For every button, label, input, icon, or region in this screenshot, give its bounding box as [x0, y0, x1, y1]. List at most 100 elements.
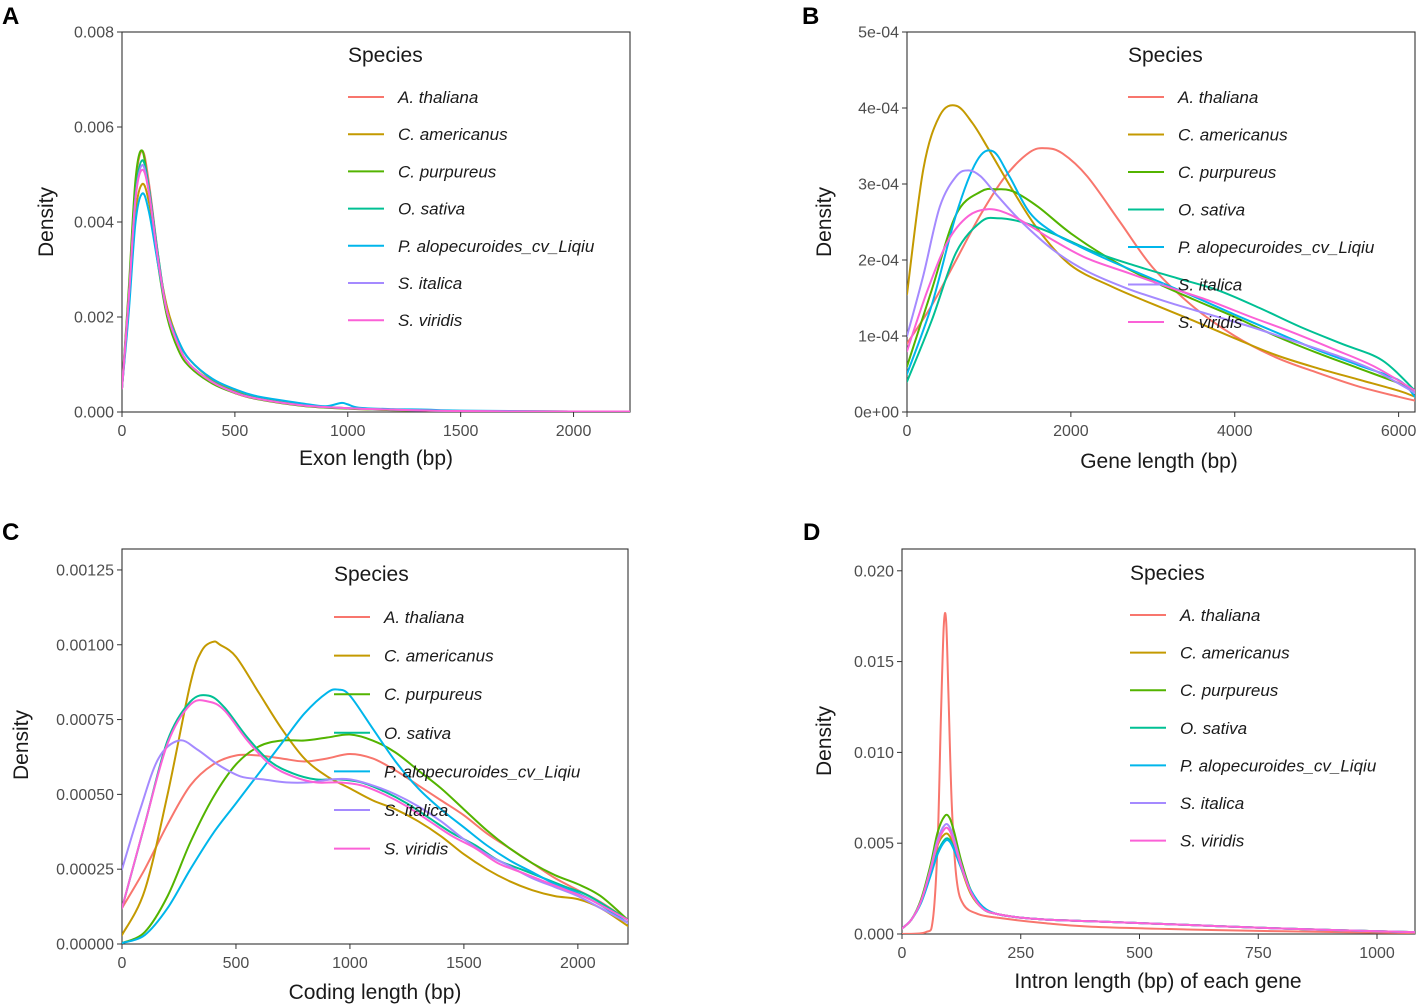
density-curve-s-viridis — [122, 699, 628, 922]
density-curve-s-viridis — [907, 208, 1415, 392]
y-tick-label: 0.006 — [74, 120, 114, 137]
legend-label-c-americanus: C. americanus — [1180, 644, 1290, 663]
legend-label-o-sativa: O. sativa — [1180, 719, 1247, 738]
y-axis-label-d: Density — [813, 705, 836, 776]
plot-b: 0e+00 1e-04 2e-04 3e-04 4e-04 5e-04 0 2000 4000 6… — [854, 25, 1416, 441]
x-tick-label: 1500 — [446, 955, 482, 972]
panel-letter-b: B — [802, 3, 819, 30]
density-curve-c-purpureus — [122, 733, 628, 944]
y-tick-label: 2e-04 — [858, 253, 899, 270]
legend-label-s-viridis: S. viridis — [1180, 832, 1245, 851]
legend-label-o-sativa: O. sativa — [398, 200, 465, 219]
y-tick-label: 1e-04 — [858, 329, 899, 346]
panel-d: D Density Intron length (bp) of each gen… — [803, 519, 1416, 993]
y-tick-label: 0.020 — [854, 563, 894, 580]
plot-a: 0.000 0.002 0.004 0.006 0.008 0 500 1000 1500 200… — [74, 25, 631, 440]
density-curve-s-viridis — [902, 826, 1415, 934]
legend-label-o-sativa: O. sativa — [1178, 201, 1245, 220]
x-tick-label: 6000 — [1381, 423, 1416, 440]
y-tick-label: 0.002 — [74, 310, 114, 327]
curves — [122, 640, 628, 944]
density-curve-c-americanus — [122, 640, 628, 937]
x-tick-label: 750 — [1245, 945, 1272, 962]
x-tick-label: 1000 — [1359, 945, 1395, 962]
legend-label-c-purpureus: C. purpureus — [384, 685, 483, 704]
legend-title-a: Species — [348, 44, 423, 67]
legend-label-p-alopecuroides-cv-liqiu: P. alopecuroides_cv_Liqiu — [1178, 238, 1375, 257]
x-tick-label: 500 — [222, 423, 249, 440]
x-tick-label: 0 — [118, 423, 127, 440]
x-tick-label: 1500 — [443, 423, 479, 440]
plot-c: 0.00000 0.00025 0.00050 0.00075 0.00100 0.001… — [56, 548, 629, 972]
x-axis-label-b: Gene length (bp) — [1080, 450, 1238, 473]
density-curve-p-alopecuroides-cv-liqiu — [907, 149, 1415, 398]
density-curve-a-thaliana — [907, 147, 1415, 402]
legend-label-a-thaliana: A. thaliana — [383, 608, 464, 627]
density-curve-s-italica — [907, 169, 1415, 394]
x-tick-label: 1000 — [332, 955, 368, 972]
density-curve-p-alopecuroides-cv-liqiu — [122, 192, 630, 412]
x-tick-label: 2000 — [1053, 423, 1089, 440]
legend-label-c-americanus: C. americanus — [384, 647, 494, 666]
plot-d: 0.000 0.005 0.010 0.015 0.020 0 250 500 750 1000 A… — [854, 548, 1416, 962]
y-tick-label: 0.00125 — [56, 562, 114, 579]
y-tick-label: 0.00025 — [56, 862, 114, 879]
x-tick-label: 0 — [898, 945, 907, 962]
y-tick-label: 0.015 — [854, 654, 894, 671]
legend-label-c-purpureus: C. purpureus — [1180, 681, 1279, 700]
legend-label-a-thaliana: A. thaliana — [1179, 606, 1260, 625]
x-tick-label: 500 — [223, 955, 250, 972]
legend-label-s-viridis: S. viridis — [398, 311, 463, 330]
x-tick-label: 500 — [1126, 945, 1153, 962]
y-tick-label: 0.000 — [74, 405, 114, 422]
legend: A. thaliana C. americanus C. purpureus O. s… — [348, 88, 595, 330]
legend-label-p-alopecuroides-cv-liqiu: P. alopecuroides_cv_Liqiu — [1180, 756, 1377, 775]
density-curve-o-sativa — [902, 837, 1415, 934]
density-curve-c-americanus — [122, 182, 630, 412]
x-tick-label: 0 — [118, 955, 127, 972]
legend-title-d: Species — [1130, 562, 1205, 585]
legend-label-c-purpureus: C. purpureus — [1178, 163, 1277, 182]
legend: A. thaliana C. americanus C. purpureus O. s… — [1130, 606, 1377, 851]
y-axis-label-a: Density — [35, 186, 58, 257]
panel-letter-a: A — [2, 3, 19, 30]
legend: A. thaliana C. americanus C. purpureus O. s… — [334, 608, 581, 859]
panel-c: C Density Coding length (bp) 0.000000.00… — [2, 519, 629, 1004]
density-curve-p-alopecuroides-cv-liqiu — [902, 839, 1415, 934]
x-axis-label-d: Intron length (bp) of each gene — [1014, 970, 1301, 993]
x-tick-label: 1000 — [330, 423, 366, 440]
legend-label-s-italica: S. italica — [398, 274, 462, 293]
y-tick-label: 5e-04 — [858, 25, 899, 42]
legend-label-c-americanus: C. americanus — [398, 125, 508, 144]
density-curve-c-americanus — [907, 104, 1415, 398]
density-curve-o-sativa — [907, 216, 1415, 392]
legend-label-p-alopecuroides-cv-liqiu: P. alopecuroides_cv_Liqiu — [384, 762, 581, 781]
legend-label-s-viridis: S. viridis — [384, 840, 449, 859]
y-tick-label: 0.005 — [854, 836, 894, 853]
panel-letter-c: C — [2, 519, 19, 546]
legend-title-c: Species — [334, 563, 409, 586]
legend-label-s-viridis: S. viridis — [1178, 313, 1243, 332]
y-tick-label: 3e-04 — [858, 177, 899, 194]
y-tick-label: 4e-04 — [858, 101, 899, 118]
legend-label-p-alopecuroides-cv-liqiu: P. alopecuroides_cv_Liqiu — [398, 237, 595, 256]
x-axis-label-a: Exon length (bp) — [299, 447, 453, 470]
density-curve-c-purpureus — [907, 187, 1415, 392]
x-tick-label: 2000 — [556, 423, 592, 440]
density-curve-s-italica — [122, 739, 628, 925]
plot-frame — [906, 31, 1416, 413]
y-axis-label-b: Density — [813, 186, 836, 257]
plot-frame — [121, 548, 629, 945]
y-tick-label: 0e+00 — [854, 405, 899, 422]
plot-frame — [901, 548, 1416, 935]
legend-label-c-purpureus: C. purpureus — [398, 162, 497, 181]
legend: A. thaliana C. americanus C. purpureus O. s… — [1128, 88, 1375, 332]
y-tick-label: 0.00100 — [56, 637, 114, 654]
legend-label-s-italica: S. italica — [1178, 276, 1242, 295]
y-tick-label: 0.00050 — [56, 787, 114, 804]
curves — [907, 104, 1415, 402]
density-curve-c-americanus — [902, 832, 1415, 934]
panel-b: B Density Gene length (bp) 0e+00 1e-04 2e-… — [802, 3, 1416, 473]
x-tick-label: 250 — [1007, 945, 1034, 962]
